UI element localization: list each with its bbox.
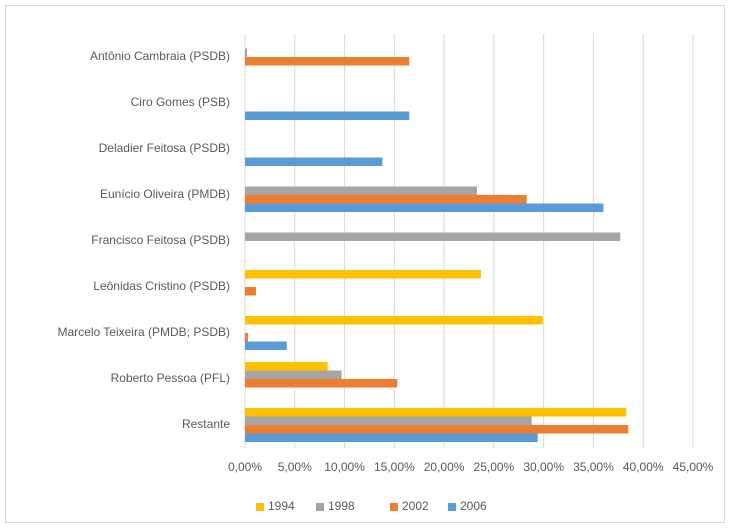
y-tick-label: Francisco Feitosa (PSDB) (91, 233, 230, 247)
y-tick-label: Marcelo Teixeira (PMDB; PSDB) (58, 325, 231, 339)
bar (245, 362, 328, 371)
x-tick-label: 20,00% (424, 460, 465, 474)
bar (245, 232, 621, 241)
bar (245, 408, 627, 417)
x-tick-label: 0,00% (228, 460, 262, 474)
x-tick-label: 45,00% (673, 460, 714, 474)
bar (245, 157, 383, 166)
bar (245, 186, 477, 195)
legend-label: 2002 (402, 499, 429, 513)
bar (245, 195, 527, 204)
bar (245, 416, 532, 425)
y-tick-label: Antônio Cambraia (PSDB) (90, 49, 230, 63)
y-tick-label: Roberto Pessoa (PFL) (111, 371, 230, 385)
bar (245, 379, 398, 388)
legend-label: 2006 (460, 499, 487, 513)
bar (245, 270, 481, 279)
y-tick-label: Eunício Oliveira (PMDB) (100, 187, 230, 201)
y-tick-label: Leônidas Cristino (PSDB) (93, 279, 230, 293)
x-tick-label: 40,00% (623, 460, 664, 474)
bar (245, 333, 248, 342)
bar (245, 316, 543, 325)
y-tick-label: Restante (182, 417, 230, 431)
legend-swatch (390, 503, 398, 511)
x-tick-label: 35,00% (573, 460, 614, 474)
bar (245, 57, 410, 66)
bar (245, 287, 256, 296)
x-tick-label: 15,00% (374, 460, 415, 474)
x-tick-label: 10,00% (324, 460, 365, 474)
bar (245, 433, 538, 442)
bar (245, 111, 410, 120)
y-tick-label: Deladier Feitosa (PSDB) (99, 141, 230, 155)
x-tick-label: 25,00% (474, 460, 515, 474)
y-tick-label: Ciro Gomes (PSB) (131, 95, 230, 109)
legend-swatch (448, 503, 456, 511)
legend-label: 1994 (268, 499, 295, 513)
chart-border (5, 5, 725, 523)
legend-swatch (316, 503, 324, 511)
bar (245, 203, 604, 212)
x-tick-label: 30,00% (523, 460, 564, 474)
legend-label: 1998 (328, 499, 355, 513)
x-tick-label: 5,00% (278, 460, 312, 474)
bar (245, 341, 287, 350)
bar (245, 370, 342, 379)
bar (245, 48, 247, 57)
legend-swatch (256, 503, 264, 511)
bar (245, 425, 629, 434)
